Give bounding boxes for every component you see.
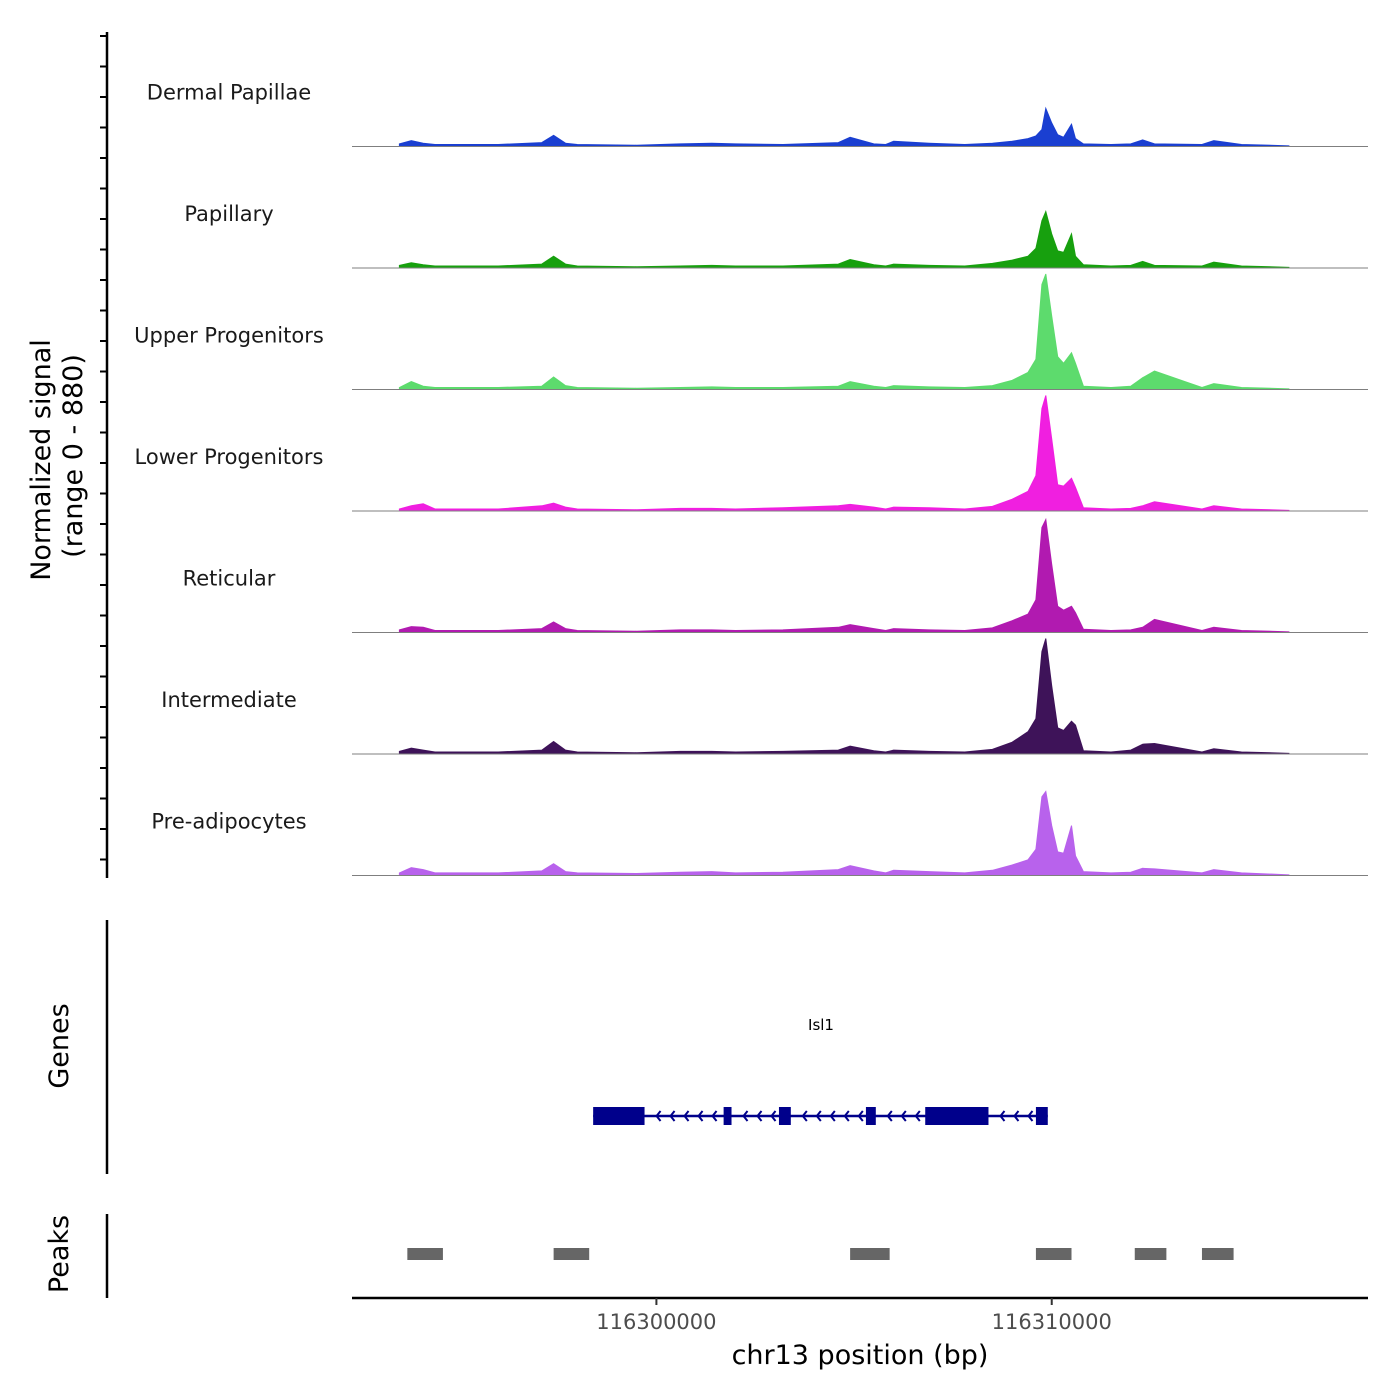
gene-exon [723,1107,732,1125]
genes-track-label: Genes [44,1003,75,1088]
strand-arrow [655,1110,662,1122]
strand-arrow [843,1110,850,1122]
x-tick-label: 116300000 [596,1310,716,1334]
gene-exon [865,1107,876,1125]
track-reticular: Reticular [183,517,1368,633]
peak [553,1248,590,1260]
signal-area [398,106,1290,147]
track-label: Pre-adipocytes [151,810,306,834]
peak [850,1248,890,1260]
strand-arrow [886,1110,893,1122]
gene-exon [778,1107,791,1125]
strand-arrow [697,1110,704,1122]
gene-name-label: Isl1 [808,1016,834,1034]
x-axis-title: chr13 position (bp) [732,1340,989,1371]
signal-area [398,517,1290,633]
track-label: Lower Progenitors [135,445,324,469]
track-label: Upper Progenitors [134,324,324,348]
peak [1035,1248,1072,1260]
signal-area [398,395,1290,512]
track-upper-progenitors: Upper Progenitors [134,273,1368,390]
signal-area [398,273,1290,390]
peak-track [407,1248,1234,1260]
strand-arrow [857,1110,864,1122]
gene-exon [593,1107,645,1125]
track-label: Intermediate [161,688,297,712]
strand-arrow [999,1110,1006,1122]
strand-arrow [1027,1110,1034,1122]
track-lower-progenitors: Lower Progenitors [135,395,1368,512]
gene-track [593,1107,1048,1125]
strand-arrow [669,1110,676,1122]
track-label: Reticular [183,567,276,591]
strand-arrow [829,1110,836,1122]
strand-arrow [770,1110,777,1122]
strand-arrow [683,1110,690,1122]
strand-arrow [742,1110,749,1122]
x-tick-label: 116310000 [992,1310,1112,1334]
signal-axis [100,32,109,878]
y-axis-title: Normalized signal [26,339,57,581]
peak [407,1248,443,1260]
strand-arrow [756,1110,763,1122]
track-papillary: Papillary [184,202,1368,269]
signal-area [398,790,1290,876]
track-pre-adipocytes: Pre-adipocytes [151,790,1368,876]
strand-arrow [815,1110,822,1122]
x-axis-ticks: 116300000 116310000 [596,1298,1112,1334]
peaks-track-label: Peaks [44,1215,75,1293]
strand-arrow [711,1110,718,1122]
track-label: Dermal Papillae [147,81,311,105]
signal-tracks: Dermal Papillae Papillary Upper Progenitor… [134,81,1368,876]
track-intermediate: Intermediate [161,638,1368,755]
track-label: Papillary [184,202,273,226]
signal-area [398,210,1290,269]
strand-arrow [1013,1110,1020,1122]
strand-arrow [914,1110,921,1122]
peak [1201,1248,1234,1260]
strand-arrow [801,1110,808,1122]
y-axis-range: (range 0 - 880) [58,354,89,558]
track-dermal-papillae: Dermal Papillae [147,81,1368,147]
signal-area [398,638,1290,755]
strand-arrow [900,1110,907,1122]
peak [1134,1248,1167,1260]
gene-exon [1035,1107,1048,1125]
gene-exon [925,1107,989,1125]
